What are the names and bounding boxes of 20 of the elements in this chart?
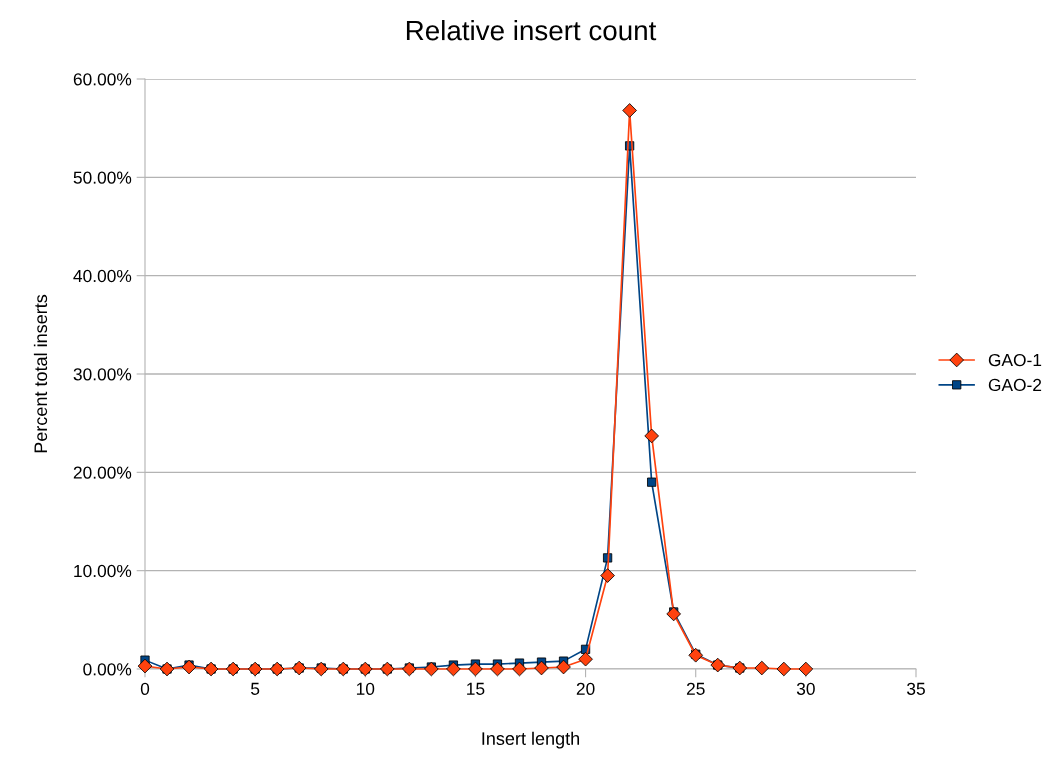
x-tick-label: 20 (576, 682, 595, 695)
x-tick-label: 10 (356, 682, 375, 695)
y-tick-label: 50.00% (73, 171, 132, 184)
x-tick-label: 25 (686, 682, 705, 695)
x-axis-title: Insert length (482, 731, 580, 749)
x-tick-label: 0 (140, 682, 150, 695)
y-tick-label: 40.00% (73, 269, 132, 283)
x-tick-label: 35 (907, 682, 925, 695)
x-tick-label: 15 (467, 682, 485, 695)
y-tick-label: 10.00% (74, 564, 132, 578)
legend-label: GAO-2 (988, 378, 1042, 392)
y-axis-title: Percent total inserts (33, 294, 48, 453)
x-tick-label: 5 (251, 682, 260, 695)
y-tick-label: 0.00% (83, 663, 132, 676)
y-tick-label: 30.00% (73, 368, 132, 381)
y-tick-label: 20.00% (73, 466, 132, 479)
y-tick-label: 60.00% (73, 73, 132, 86)
legend-label: GAO-1 (988, 353, 1042, 367)
x-tick-label: 30 (796, 682, 815, 695)
chart-title: Relative insert count (406, 19, 657, 41)
